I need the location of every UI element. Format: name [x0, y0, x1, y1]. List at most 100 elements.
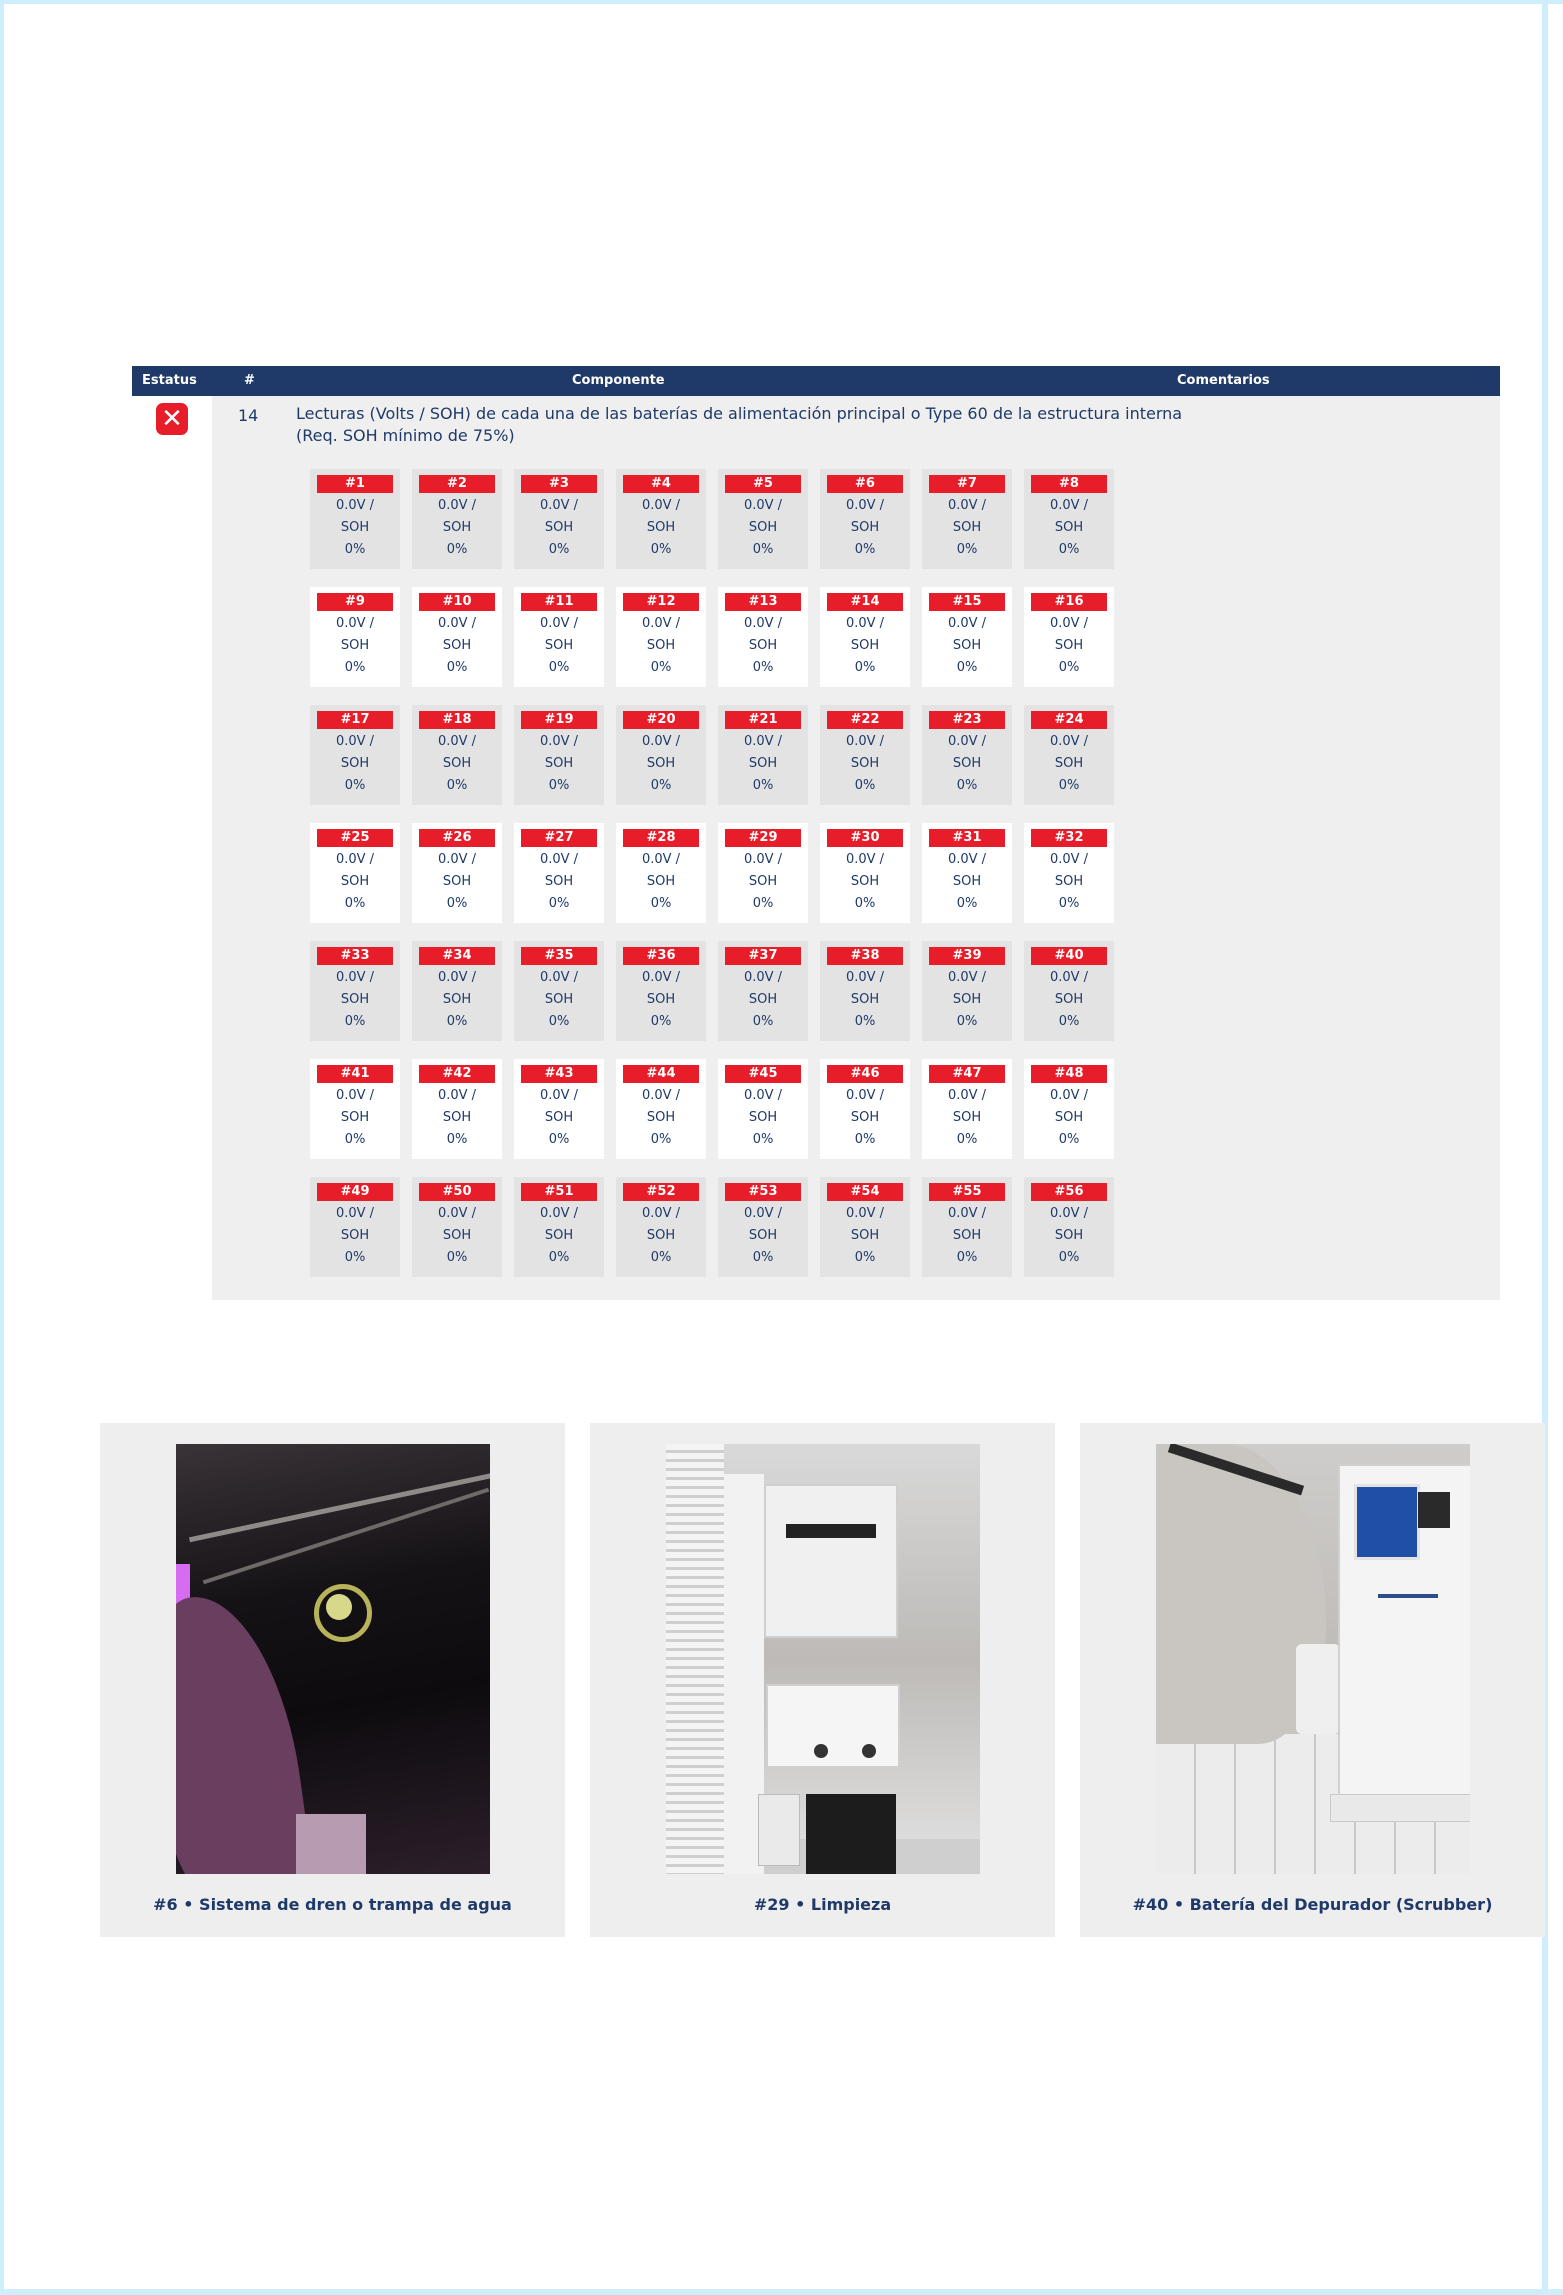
battery-voltage: 0.0V / — [743, 734, 783, 749]
battery-voltage: 0.0V / — [743, 970, 783, 985]
battery-soh-value: 0% — [854, 1014, 876, 1029]
battery-soh-label: SOH — [748, 1228, 778, 1243]
battery-soh-label: SOH — [952, 520, 982, 535]
battery-label-badge: #5 — [725, 475, 801, 493]
battery-cell: #20 0.0V / SOH 0% — [616, 705, 706, 805]
battery-soh-label: SOH — [748, 1110, 778, 1125]
battery-label-badge: #47 — [929, 1065, 1005, 1083]
battery-cell: #46 0.0V / SOH 0% — [820, 1059, 910, 1159]
battery-soh-label: SOH — [544, 1228, 574, 1243]
battery-voltage: 0.0V / — [539, 734, 579, 749]
photo-card: #40 • Batería del Depurador (Scrubber) — [1080, 1423, 1545, 1937]
battery-soh-value: 0% — [1058, 896, 1080, 911]
battery-voltage: 0.0V / — [947, 1206, 987, 1221]
battery-label-badge: #41 — [317, 1065, 393, 1083]
photo-caption: #29 • Limpieza — [753, 1895, 892, 1914]
battery-voltage: 0.0V / — [947, 1088, 987, 1103]
battery-cell: #54 0.0V / SOH 0% — [820, 1177, 910, 1277]
battery-soh-label: SOH — [442, 756, 472, 771]
battery-soh-value: 0% — [956, 896, 978, 911]
battery-voltage: 0.0V / — [335, 970, 375, 985]
battery-soh-value: 0% — [344, 896, 366, 911]
battery-label-badge: #20 — [623, 711, 699, 729]
battery-soh-value: 0% — [548, 1014, 570, 1029]
battery-label-badge: #46 — [827, 1065, 903, 1083]
battery-soh-value: 0% — [854, 778, 876, 793]
battery-soh-value: 0% — [752, 896, 774, 911]
battery-soh-value: 0% — [1058, 778, 1080, 793]
battery-soh-label: SOH — [1054, 756, 1084, 771]
battery-label-badge: #50 — [419, 1183, 495, 1201]
battery-voltage: 0.0V / — [539, 616, 579, 631]
battery-voltage: 0.0V / — [641, 498, 681, 513]
battery-voltage: 0.0V / — [641, 1088, 681, 1103]
battery-soh-value: 0% — [446, 542, 468, 557]
battery-label-badge: #18 — [419, 711, 495, 729]
battery-soh-label: SOH — [340, 756, 370, 771]
battery-cell: #49 0.0V / SOH 0% — [310, 1177, 400, 1277]
battery-soh-value: 0% — [956, 660, 978, 675]
battery-cell: #32 0.0V / SOH 0% — [1024, 823, 1114, 923]
battery-cell: #24 0.0V / SOH 0% — [1024, 705, 1114, 805]
page-frame-top — [0, 0, 1563, 4]
battery-label-badge: #44 — [623, 1065, 699, 1083]
battery-soh-value: 0% — [854, 1132, 876, 1147]
battery-voltage: 0.0V / — [437, 1206, 477, 1221]
battery-soh-value: 0% — [1058, 1014, 1080, 1029]
battery-soh-value: 0% — [752, 778, 774, 793]
battery-soh-value: 0% — [548, 660, 570, 675]
battery-soh-label: SOH — [646, 520, 676, 535]
battery-soh-value: 0% — [548, 1132, 570, 1147]
battery-cell: #18 0.0V / SOH 0% — [412, 705, 502, 805]
battery-soh-value: 0% — [752, 542, 774, 557]
battery-label-badge: #9 — [317, 593, 393, 611]
battery-soh-label: SOH — [646, 1110, 676, 1125]
battery-cell: #36 0.0V / SOH 0% — [616, 941, 706, 1041]
battery-label-badge: #53 — [725, 1183, 801, 1201]
battery-voltage: 0.0V / — [743, 852, 783, 867]
battery-soh-label: SOH — [442, 1228, 472, 1243]
battery-soh-value: 0% — [446, 660, 468, 675]
battery-voltage: 0.0V / — [641, 852, 681, 867]
battery-soh-value: 0% — [548, 778, 570, 793]
battery-soh-value: 0% — [752, 660, 774, 675]
battery-label-badge: #34 — [419, 947, 495, 965]
battery-soh-label: SOH — [850, 1110, 880, 1125]
battery-voltage: 0.0V / — [1049, 1088, 1089, 1103]
battery-voltage: 0.0V / — [437, 616, 477, 631]
battery-cell: #5 0.0V / SOH 0% — [718, 469, 808, 569]
battery-soh-value: 0% — [548, 542, 570, 557]
battery-cell: #30 0.0V / SOH 0% — [820, 823, 910, 923]
row-description: Lecturas (Volts / SOH) de cada una de la… — [296, 404, 1183, 423]
battery-voltage: 0.0V / — [1049, 498, 1089, 513]
battery-cell: #34 0.0V / SOH 0% — [412, 941, 502, 1041]
battery-cell: #10 0.0V / SOH 0% — [412, 587, 502, 687]
battery-soh-label: SOH — [850, 756, 880, 771]
battery-label-badge: #16 — [1031, 593, 1107, 611]
battery-voltage: 0.0V / — [437, 852, 477, 867]
battery-cell: #29 0.0V / SOH 0% — [718, 823, 808, 923]
battery-voltage: 0.0V / — [539, 1206, 579, 1221]
battery-label-badge: #52 — [623, 1183, 699, 1201]
page-frame-bottom — [0, 2289, 1563, 2295]
battery-voltage: 0.0V / — [845, 1088, 885, 1103]
battery-soh-value: 0% — [956, 1250, 978, 1265]
battery-soh-label: SOH — [544, 1110, 574, 1125]
battery-cell: #4 0.0V / SOH 0% — [616, 469, 706, 569]
battery-cell: #27 0.0V / SOH 0% — [514, 823, 604, 923]
battery-soh-label: SOH — [544, 874, 574, 889]
photo-cleaning — [666, 1444, 980, 1874]
battery-cell: #15 0.0V / SOH 0% — [922, 587, 1012, 687]
battery-voltage: 0.0V / — [947, 970, 987, 985]
battery-voltage: 0.0V / — [845, 852, 885, 867]
battery-soh-label: SOH — [952, 756, 982, 771]
battery-soh-value: 0% — [854, 896, 876, 911]
battery-cell: #26 0.0V / SOH 0% — [412, 823, 502, 923]
battery-label-badge: #33 — [317, 947, 393, 965]
battery-soh-label: SOH — [952, 638, 982, 653]
battery-soh-label: SOH — [850, 992, 880, 1007]
battery-cell: #1 0.0V / SOH 0% — [310, 469, 400, 569]
battery-cell: #50 0.0V / SOH 0% — [412, 1177, 502, 1277]
battery-cell: #33 0.0V / SOH 0% — [310, 941, 400, 1041]
battery-cell: #45 0.0V / SOH 0% — [718, 1059, 808, 1159]
